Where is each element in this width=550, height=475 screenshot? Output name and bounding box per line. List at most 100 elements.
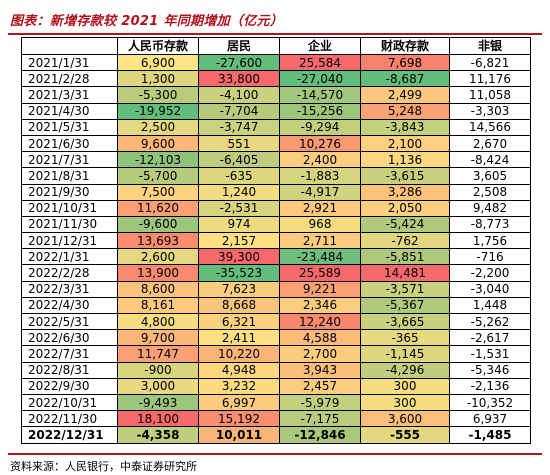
non-bank-cell: 2,670 [449,134,531,153]
date-cell: 2021/7/31 [21,151,118,169]
fiscal-deposit-cell: -3,615 [360,167,450,185]
source-note: 资料来源：人民银行，中泰证券研究所 [10,460,197,473]
rmb-deposit-cell: 6,900 [117,53,199,72]
non-bank-cell: -3,303 [449,102,531,120]
rmb-deposit-cell: 18,100 [117,410,199,428]
enterprise-cell: -15,256 [279,102,361,120]
table-row: 2021/5/31 2,500 -3,747 -9,294 -3,843 14,566 [21,118,531,136]
rmb-deposit-cell: 9,700 [117,329,199,347]
rmb-deposit-cell: -4,358 [117,426,199,444]
date-cell: 2022/10/31 [21,393,118,412]
non-bank-cell: -6,821 [449,53,531,72]
fiscal-deposit-cell: -3,665 [360,312,450,331]
non-bank-cell: 2,508 [449,183,531,201]
header-household: 居民 [198,37,280,55]
fiscal-deposit-cell: -3,843 [360,118,450,136]
household-cell: 1,240 [198,183,280,201]
date-cell: 2022/8/31 [21,361,118,379]
household-cell: -27,600 [198,53,280,72]
table-row: 2022/1/31 2,600 39,300 -23,484 -5,851 -716 [21,248,531,266]
rmb-deposit-cell: -19,952 [117,102,199,120]
household-cell: -3,747 [198,118,280,136]
date-cell: 2022/11/30 [21,410,118,428]
household-cell: 3,232 [198,377,280,395]
household-cell: -2,531 [198,199,280,217]
rmb-deposit-cell: -9,600 [117,215,199,234]
table-row: 2021/12/31 13,693 2,157 2,711 -762 1,756 [21,232,531,250]
fiscal-deposit-cell: -5,851 [360,248,450,266]
fiscal-deposit-cell: 7,698 [360,53,450,72]
header-non-bank: 非银 [449,37,531,55]
date-cell: 2022/9/30 [21,377,118,395]
non-bank-cell: 14,566 [449,118,531,136]
rmb-deposit-cell: 8,161 [117,296,199,315]
table-row: 2021/1/31 6,900 -27,600 25,584 7,698 -6,821 [21,53,531,72]
fiscal-deposit-cell: -3,571 [360,280,450,298]
table-row: 2022/5/31 4,800 6,321 12,240 -3,665 -5,262 [21,312,531,331]
title-rule [8,33,542,35]
rmb-deposit-cell: 4,800 [117,312,199,331]
household-cell: 33,800 [198,70,280,88]
fiscal-deposit-cell: 14,481 [360,264,450,282]
date-cell: 2022/12/31 [21,426,118,444]
household-cell: 551 [198,134,280,153]
enterprise-cell: 2,457 [279,377,361,395]
non-bank-cell: -5,346 [449,361,531,379]
header-date [21,37,118,55]
chart-title: 图表：新增存款较 2021 年同期增加（亿元） [10,14,284,29]
table-row: 2021/2/28 1,300 33,800 -27,040 -8,687 11,176 [21,70,531,88]
fiscal-deposit-cell: 2,100 [360,134,450,153]
table-row-total: 2022/12/31 -4,358 10,011 -12,846 -555 -1,485 [21,426,531,444]
fiscal-deposit-cell: 2,050 [360,199,450,217]
non-bank-cell: 3,605 [449,167,531,185]
non-bank-cell: -8,424 [449,151,531,169]
table-row: 2022/7/31 11,747 10,220 2,700 -1,145 -1,531 [21,345,531,363]
enterprise-cell: 25,589 [279,264,361,282]
non-bank-cell: -1,531 [449,345,531,363]
fiscal-deposit-cell: -1,145 [360,345,450,363]
household-cell: -35,523 [198,264,280,282]
table-row: 2021/7/31 -12,103 -6,405 2,400 1,136 -8,424 [21,151,531,169]
enterprise-cell: -27,040 [279,70,361,88]
household-cell: 974 [198,215,280,234]
date-cell: 2021/10/31 [21,199,118,217]
enterprise-cell: 2,700 [279,345,361,363]
date-cell: 2021/6/30 [21,134,118,153]
fiscal-deposit-cell: -762 [360,232,450,250]
rmb-deposit-cell: 13,900 [117,264,199,282]
enterprise-cell: 12,240 [279,312,361,331]
household-cell: 2,411 [198,329,280,347]
date-cell: 2021/5/31 [21,118,118,136]
rmb-deposit-cell: 13,693 [117,232,199,250]
table-body: 2021/1/31 6,900 -27,600 25,584 7,698 -6,821 20… [21,53,531,444]
non-bank-cell: -10,352 [449,393,531,412]
fiscal-deposit-cell: 300 [360,377,450,395]
enterprise-cell: 2,400 [279,151,361,169]
non-bank-cell: 11,058 [449,86,531,104]
household-cell: 8,668 [198,296,280,315]
rmb-deposit-cell: 9,600 [117,134,199,153]
rmb-deposit-cell: 8,600 [117,280,199,298]
date-cell: 2022/7/31 [21,345,118,363]
non-bank-cell: -5,262 [449,312,531,331]
non-bank-cell: 1,756 [449,232,531,250]
table-row: 2021/10/31 11,620 -2,531 2,921 2,050 9,482 [21,199,531,217]
non-bank-cell: 1,448 [449,296,531,315]
date-cell: 2022/1/31 [21,248,118,266]
date-cell: 2021/3/31 [21,86,118,104]
household-cell: 39,300 [198,248,280,266]
header-fiscal-deposit: 财政存款 [360,37,450,55]
non-bank-cell: -716 [449,248,531,266]
header-enterprise: 企业 [279,37,361,55]
source-rule [8,453,542,455]
table-row: 2021/8/31 -5,700 -635 -1,883 -3,615 3,605 [21,167,531,185]
date-cell: 2021/4/30 [21,102,118,120]
fiscal-deposit-cell: -555 [360,426,450,444]
table-row: 2021/3/31 -5,300 -4,100 -14,570 2,499 11,058 [21,86,531,104]
household-cell: 10,011 [198,426,280,444]
household-cell: 7,623 [198,280,280,298]
non-bank-cell: 9,482 [449,199,531,217]
enterprise-cell: 2,711 [279,232,361,250]
date-cell: 2021/8/31 [21,167,118,185]
fiscal-deposit-cell: -365 [360,329,450,347]
